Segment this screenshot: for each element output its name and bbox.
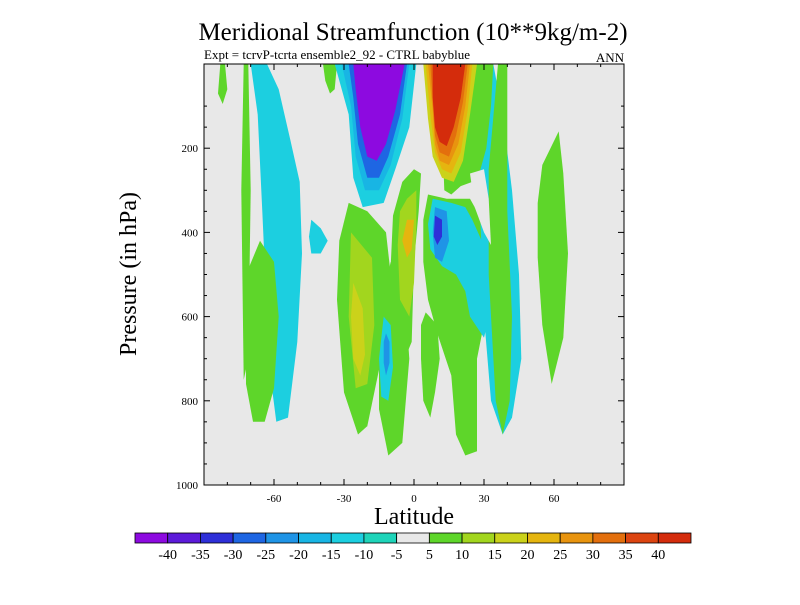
chart-subtitle: Expt = tcrvP-tcrta ensemble2_92 - CTRL b… <box>204 47 470 62</box>
colorbar-swatch <box>396 532 430 544</box>
colorbar-label: 30 <box>586 548 600 563</box>
colorbar-label: -10 <box>355 548 374 563</box>
colorbar-label: -15 <box>322 548 341 563</box>
colorbar-label: -40 <box>158 548 177 563</box>
colorbar-label: 10 <box>455 548 469 563</box>
contour-region-28 <box>470 169 491 245</box>
colorbar-swatch <box>298 532 332 544</box>
contour-regions <box>218 64 568 456</box>
contour-region-3 <box>250 64 302 422</box>
colorbar-swatch <box>134 532 169 544</box>
colorbar-label: 40 <box>651 548 665 563</box>
x-tick-label: 0 <box>411 493 417 505</box>
x-tick-label: -60 <box>267 493 282 505</box>
contour-region-19 <box>402 219 414 258</box>
colorbar-swatch <box>559 532 594 544</box>
colorbar-label: -20 <box>289 548 308 563</box>
y-tick-label: 400 <box>182 227 199 239</box>
colorbar-swatch <box>461 532 496 544</box>
contour-region-34 <box>537 131 568 384</box>
axis-ticks: -60 -30 0 30 60 200 400 600 800 1000 <box>176 64 624 505</box>
colorbar-swatch <box>428 532 463 544</box>
y-tick-label: 1000 <box>176 480 199 492</box>
y-tick-label: 600 <box>182 312 199 324</box>
x-tick-label: 30 <box>479 493 491 505</box>
colorbar-swatch <box>265 532 299 544</box>
y-tick-label: 800 <box>182 396 199 408</box>
colorbar-label: 5 <box>426 548 433 563</box>
y-tick-label: 200 <box>182 143 199 155</box>
x-tick-label: -30 <box>337 493 352 505</box>
contour-region-5 <box>323 64 337 94</box>
contour-region-33 <box>432 64 466 147</box>
colorbar-swatch <box>167 532 201 544</box>
colorbar-swatch <box>494 532 528 544</box>
colorbar-label: 20 <box>521 548 535 563</box>
colorbar-label: -25 <box>256 548 275 563</box>
colorbar-swatch <box>200 532 234 544</box>
colorbar-swatch <box>232 532 267 544</box>
colorbar-label: 35 <box>619 548 633 563</box>
chart-title: Meridional Streamfunction (10**9kg/m-2) <box>198 19 627 46</box>
colorbar-swatch <box>592 532 626 544</box>
contour-region-20 <box>421 312 440 418</box>
x-axis-label: Latitude <box>374 504 454 530</box>
season-label: ANN <box>596 50 625 65</box>
colorbar-label: -5 <box>391 548 403 563</box>
colorbar-label: 25 <box>553 548 567 563</box>
contour-region-6 <box>309 219 328 254</box>
contour-region-1 <box>218 64 228 104</box>
contour-region-13 <box>351 282 365 376</box>
colorbar-label: -30 <box>224 548 243 563</box>
plot-area: -60 -30 0 30 60 200 400 600 800 1000 <box>176 63 625 505</box>
contour-region-26 <box>488 64 512 435</box>
contour-region-24 <box>433 215 442 245</box>
contour-region-4 <box>246 240 279 422</box>
colorbar-label: -35 <box>191 548 210 563</box>
colorbar-swatch <box>625 532 659 544</box>
colorbar: -40 -35 -30 -25 -20 -15 -10 -5 5 10 15 20 25 30 35 40 <box>134 532 692 563</box>
colorbar-swatch <box>363 532 398 544</box>
colorbar-swatch <box>527 532 561 544</box>
x-tick-label: 60 <box>549 493 561 505</box>
y-axis-label: Pressure (in hPa) <box>116 192 142 356</box>
colorbar-swatch <box>657 532 692 544</box>
contour-region-16 <box>383 333 390 376</box>
colorbar-swatch <box>330 532 365 544</box>
contour-region-10 <box>353 64 405 161</box>
colorbar-label: 15 <box>488 548 502 563</box>
